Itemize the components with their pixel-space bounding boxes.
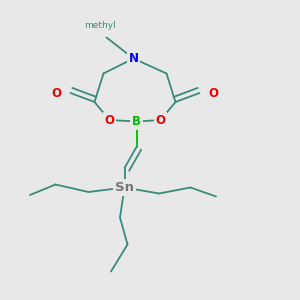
- Text: Sn: Sn: [115, 181, 134, 194]
- Text: O: O: [208, 86, 218, 100]
- Text: N: N: [128, 52, 139, 65]
- Text: methyl: methyl: [85, 21, 116, 30]
- Text: O: O: [104, 113, 115, 127]
- Text: B: B: [132, 115, 141, 128]
- Text: O: O: [155, 113, 166, 127]
- Text: O: O: [52, 86, 61, 100]
